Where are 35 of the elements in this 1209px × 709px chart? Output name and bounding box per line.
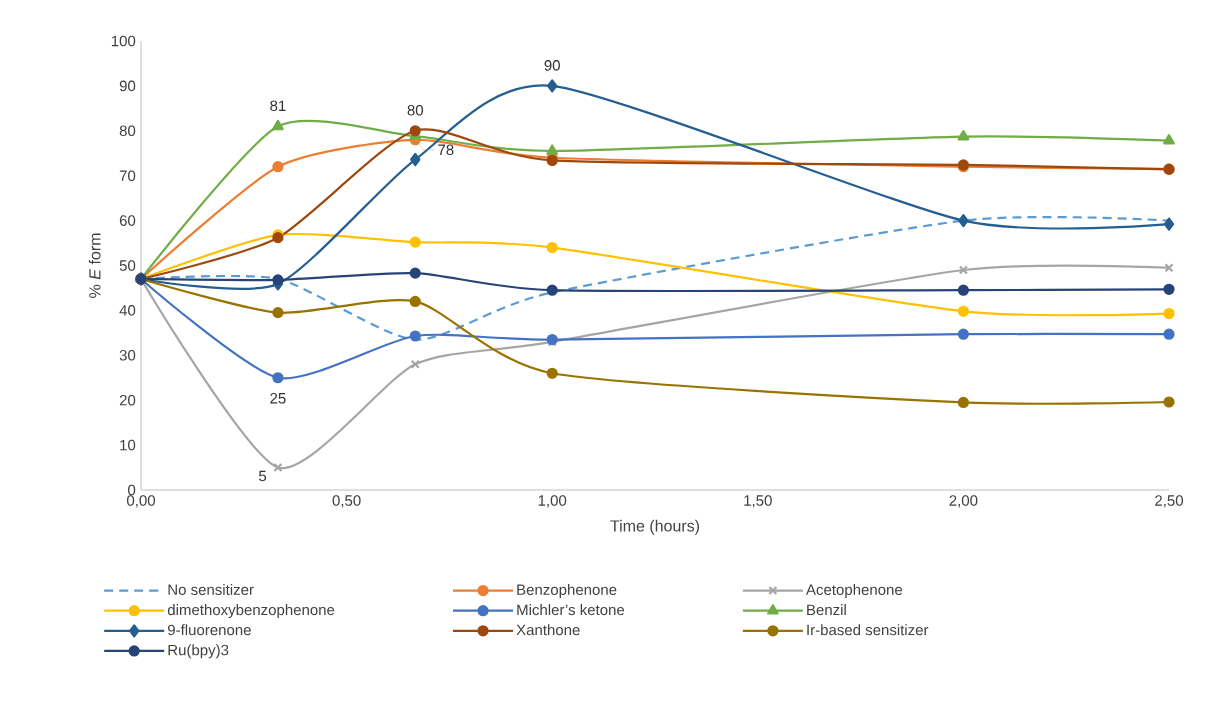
y-tick-label: 50: [119, 260, 136, 271]
data-label: 5: [258, 470, 267, 482]
x-tick-label: 0,00: [126, 495, 155, 508]
y-axis-title: % E form: [88, 233, 101, 298]
legend-label: Ru(bpy)3: [168, 644, 229, 659]
data-label: 78: [438, 144, 454, 156]
legend-label: Benzil: [807, 604, 846, 616]
data-label: 81: [270, 100, 286, 112]
data-label: 90: [544, 60, 560, 71]
legend-label: 9-fluorenone: [168, 624, 251, 636]
y-tick-label: 0: [128, 484, 136, 496]
x-tick-label: 2,00: [949, 495, 978, 508]
y-tick-label: 60: [119, 215, 136, 226]
y-tick-label: 70: [119, 170, 136, 181]
y-tick-label: 80: [119, 125, 136, 137]
x-tick-label: 1,00: [538, 495, 567, 508]
x-axis-title: Time (hours): [610, 519, 700, 535]
x-tick-label: 1,50: [744, 495, 772, 508]
legend-label: Michler’s ketone: [517, 604, 625, 616]
y-tick-label: 40: [119, 305, 136, 316]
legend-label: Benzophenone: [517, 584, 617, 598]
y-tick-label: 90: [119, 80, 136, 92]
y-tick-label: 30: [119, 349, 136, 361]
legend-label: dimethoxybenzophenone: [167, 604, 335, 619]
legend-label: Xanthone: [516, 624, 580, 636]
legend-label: No sensitizer: [168, 584, 254, 596]
data-label: 25: [270, 392, 286, 404]
data-label: 80: [407, 104, 424, 116]
y-tick-label: 10: [120, 439, 136, 451]
legend-label: Acetophenone: [806, 584, 903, 598]
x-tick-label: 0,50: [332, 495, 361, 508]
legend-label: Ir-based sensitizer: [807, 624, 929, 636]
x-tick-label: 2,50: [1155, 495, 1183, 508]
y-tick-label: 20: [119, 394, 136, 406]
y-tick-label: 100: [111, 35, 136, 47]
